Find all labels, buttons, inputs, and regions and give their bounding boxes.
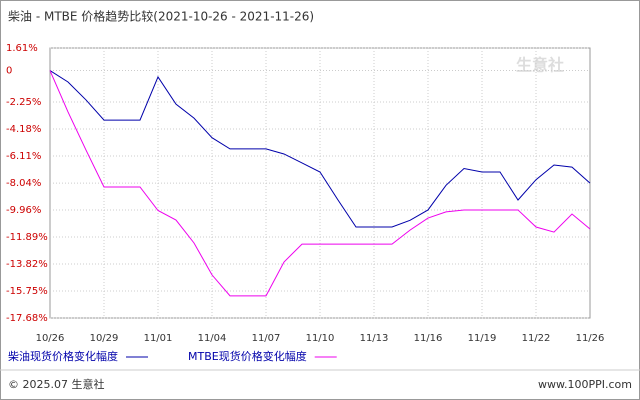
- y-tick-label: -17.68%: [6, 313, 48, 324]
- x-tick-label: 11/26: [576, 333, 605, 344]
- x-tick-label: 11/04: [198, 333, 227, 344]
- y-tick-label: -4.18%: [6, 124, 41, 135]
- chart-title: 柴油 - MTBE 价格趋势比较(2021-10-26 - 2021-11-26…: [8, 9, 314, 24]
- y-tick-label: -13.82%: [6, 259, 48, 270]
- x-tick-label: 10/26: [36, 333, 65, 344]
- legend-label: MTBE现货价格变化幅度: [188, 349, 307, 363]
- x-tick-label: 11/22: [522, 333, 551, 344]
- y-tick-label: -2.25%: [6, 97, 41, 108]
- x-tick-label: 11/16: [414, 333, 443, 344]
- series-line: [49, 70, 591, 297]
- x-tick-label: 11/07: [252, 333, 281, 344]
- x-tick-label: 11/13: [360, 333, 389, 344]
- x-tick-label: 11/19: [468, 333, 497, 344]
- x-tick-label: 10/29: [90, 333, 119, 344]
- footer-right: www.100PPI.com: [538, 378, 632, 391]
- series-line: [49, 70, 591, 228]
- y-tick-label: 0: [6, 66, 12, 77]
- watermark: 生意社: [516, 56, 564, 75]
- legend-label: 柴油现货价格变化幅度: [8, 349, 118, 363]
- x-tick-label: 11/10: [306, 333, 335, 344]
- y-tick-label: -8.04%: [6, 178, 41, 189]
- y-tick-label: -6.11%: [6, 151, 41, 162]
- y-tick-label: 1.61%: [6, 43, 38, 54]
- y-tick-label: -9.96%: [6, 205, 41, 216]
- x-tick-label: 11/01: [144, 333, 173, 344]
- footer-left: © 2025.07 生意社: [8, 377, 104, 391]
- y-tick-label: -15.75%: [6, 286, 48, 297]
- y-tick-label: -11.89%: [6, 232, 48, 243]
